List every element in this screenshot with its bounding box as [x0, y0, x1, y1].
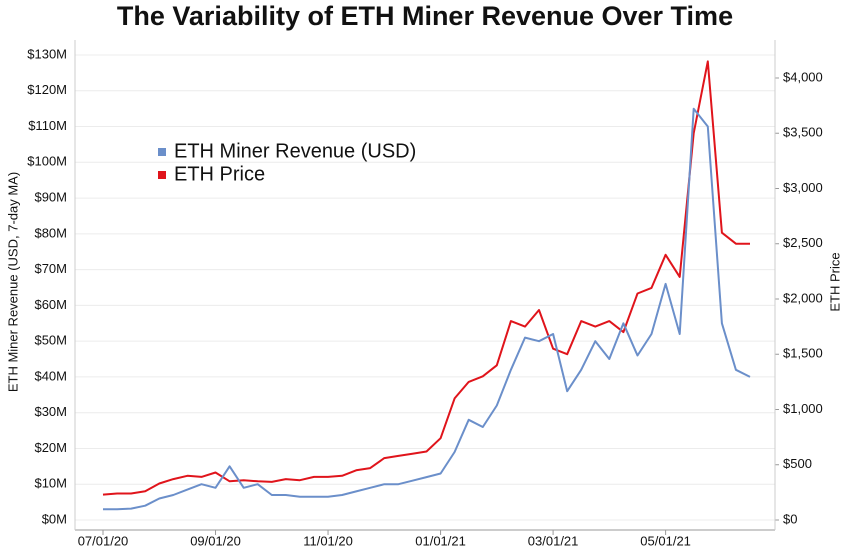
y2-axis-label: ETH Price: [827, 252, 842, 311]
y-tick-label: $40M: [34, 368, 67, 383]
y-tick-label: $130M: [27, 46, 67, 61]
y-tick-label: $50M: [34, 333, 67, 348]
legend-label: ETH Price: [174, 163, 265, 185]
y-tick-label: $110M: [28, 118, 67, 133]
y2-tick-label: $3,500: [783, 125, 823, 140]
x-tick-label: 01/01/21: [415, 533, 466, 548]
legend-swatch: [158, 171, 166, 179]
legend-swatch: [158, 148, 166, 156]
y2-tick-label: $500: [783, 456, 812, 471]
y2-tick-label: $0: [783, 511, 797, 526]
y-tick-label: $100M: [27, 154, 67, 169]
x-tick-label: 03/01/21: [528, 533, 579, 548]
y-tick-label: $80M: [34, 225, 67, 240]
y2-tick-label: $1,500: [783, 346, 823, 361]
y2-tick-label: $2,000: [783, 290, 823, 305]
y-tick-label: $20M: [34, 440, 67, 455]
x-tick-label: 07/01/20: [78, 533, 129, 548]
y-tick-label: $30M: [34, 404, 67, 419]
legend-label: ETH Miner Revenue (USD): [174, 140, 416, 162]
y-tick-label: $90M: [34, 190, 67, 205]
y-tick-label: $60M: [34, 297, 67, 312]
y2-tick-label: $3,000: [783, 180, 823, 195]
y2-tick-label: $2,500: [783, 235, 823, 250]
chart-title: The Variability of ETH Miner Revenue Ove…: [117, 1, 733, 31]
y-tick-label: $120M: [27, 82, 67, 97]
x-tick-label: 11/01/20: [303, 533, 353, 548]
line-series: [103, 107, 751, 511]
y2-tick-label: $4,000: [783, 69, 823, 84]
y2-tick-label: $1,000: [783, 401, 823, 416]
y-tick-label: $0M: [42, 511, 67, 526]
y-axis-label: ETH Miner Revenue (USD, 7-day MA): [5, 172, 20, 392]
x-tick-label: 05/01/21: [640, 533, 691, 548]
y-tick-label: $70M: [34, 261, 67, 276]
y-tick-label: $10M: [34, 476, 67, 491]
x-tick-label: 09/01/20: [190, 533, 241, 548]
line-series: [102, 60, 750, 496]
